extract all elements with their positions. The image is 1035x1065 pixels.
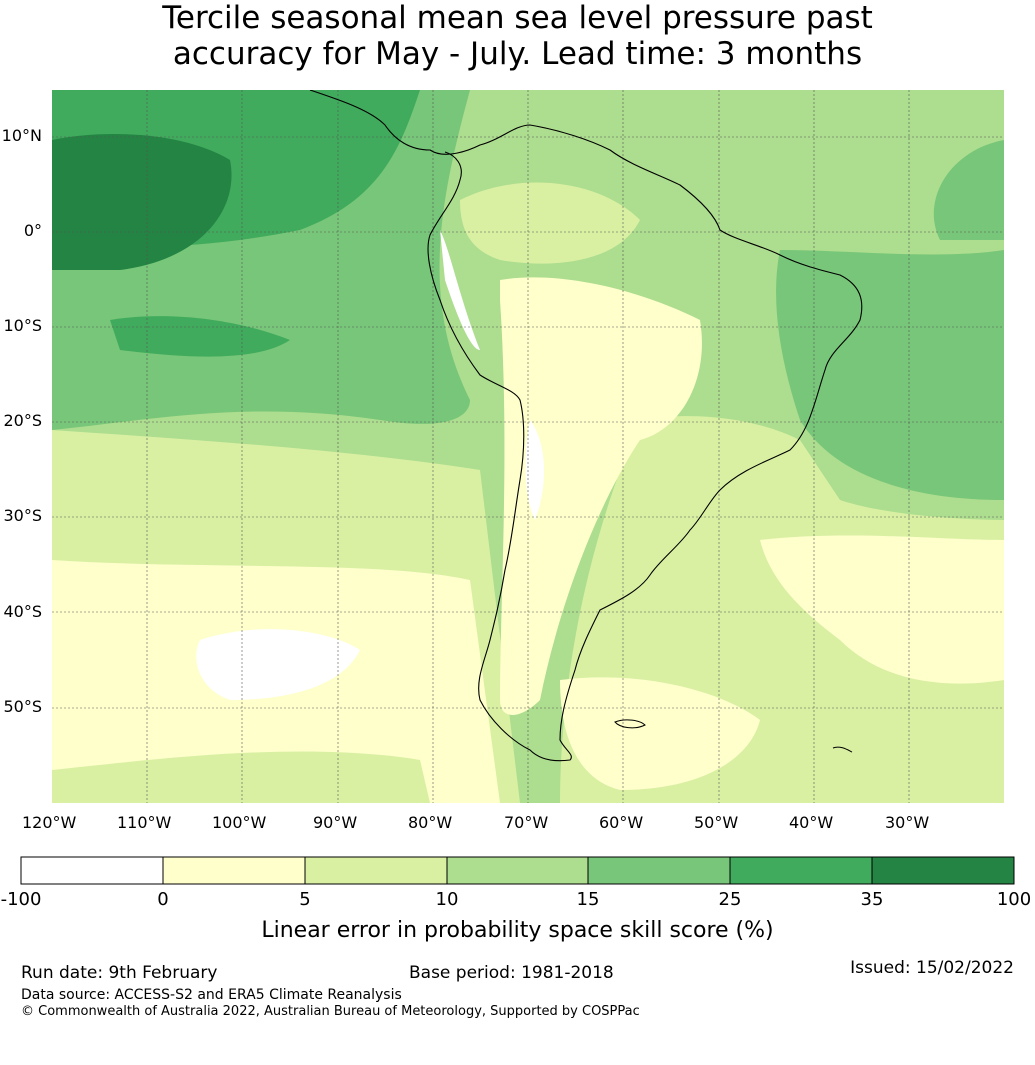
skill-region-pacific-patch xyxy=(110,316,290,357)
lon-label-40w: 40°W xyxy=(789,813,834,832)
colorbar-bin-1 xyxy=(21,857,163,884)
colorbar-tick-5: 5 xyxy=(299,889,311,910)
skill-region-south-atlantic xyxy=(776,250,1004,500)
chart-title-line-2: accuracy for May - July. Lead time: 3 mo… xyxy=(172,36,863,72)
base-period: Base period: 1981-2018 xyxy=(409,963,614,983)
colorbar-bin-2 xyxy=(163,857,305,884)
skill-region-amazon-north xyxy=(460,182,640,264)
lat-label-10n: 10°N xyxy=(1,126,42,145)
colorbar-tick-10: 10 xyxy=(435,889,459,910)
south-america-coastline xyxy=(309,90,863,762)
lon-label-70w: 70°W xyxy=(504,813,549,832)
skill-region-scotia-low xyxy=(560,677,760,790)
map-plot-area xyxy=(52,90,1004,803)
lon-label-30w: 30°W xyxy=(885,813,930,832)
skill-region-max-skill xyxy=(52,134,232,270)
colorbar-frame xyxy=(20,856,1015,885)
colorbar-bin-3 xyxy=(305,857,447,884)
colorbar-tick-100: 100 xyxy=(996,889,1032,910)
colorbar-tick-neg100: -100 xyxy=(0,889,42,910)
data-source: Data source: ACCESS-S2 and ERA5 Climate … xyxy=(21,987,402,1003)
skill-region-andes-north-negative xyxy=(440,230,480,350)
lon-label-110w: 110°W xyxy=(117,813,172,832)
colorbar-tick-25: 25 xyxy=(718,889,742,910)
copyright: © Commonwealth of Australia 2022, Austra… xyxy=(21,1004,640,1019)
lon-label-50w: 50°W xyxy=(694,813,739,832)
colorbar xyxy=(20,856,1015,885)
issued-date: Issued: 15/02/2022 xyxy=(850,958,1014,978)
lat-label-10s: 10°S xyxy=(3,316,42,335)
skill-region-atlantic-east xyxy=(933,140,1004,240)
skill-region-andes-negative xyxy=(525,420,545,520)
skill-region-continent-low xyxy=(500,277,702,715)
skill-region-negative-pacific xyxy=(196,629,360,700)
falkland-islands xyxy=(614,719,646,729)
lat-label-50s: 50°S xyxy=(3,697,42,716)
skill-map xyxy=(52,90,1004,803)
skill-region-north-atlantic xyxy=(640,90,1004,240)
chart-title-line-1: Tercile seasonal mean sea level pressure… xyxy=(162,0,873,36)
colorbar-bin-7 xyxy=(872,857,1014,884)
lat-label-0: 0° xyxy=(23,221,42,240)
lon-label-60w: 60°W xyxy=(599,813,644,832)
colorbar-label: Linear error in probability space skill … xyxy=(261,918,774,943)
south-georgia xyxy=(832,746,853,753)
colorbar-tick-15: 15 xyxy=(576,889,600,910)
lat-label-30s: 30°S xyxy=(3,506,42,525)
run-date: Run date: 9th February xyxy=(21,963,218,983)
lon-label-100w: 100°W xyxy=(212,813,267,832)
lat-label-20s: 20°S xyxy=(3,411,42,430)
lat-label-40s: 40°S xyxy=(3,602,42,621)
skill-region-atlantic-low xyxy=(760,535,1004,684)
colorbar-bin-5 xyxy=(588,857,730,884)
colorbar-tick-35: 35 xyxy=(860,889,884,910)
colorbar-bin-6 xyxy=(730,857,872,884)
graticule xyxy=(52,90,1004,803)
colorbar-tick-0: 0 xyxy=(157,889,169,910)
lon-label-90w: 90°W xyxy=(313,813,358,832)
colorbar-bin-4 xyxy=(447,857,588,884)
skill-region-far-south xyxy=(52,751,430,803)
lon-label-120w: 120°W xyxy=(22,813,77,832)
lon-label-80w: 80°W xyxy=(408,813,453,832)
